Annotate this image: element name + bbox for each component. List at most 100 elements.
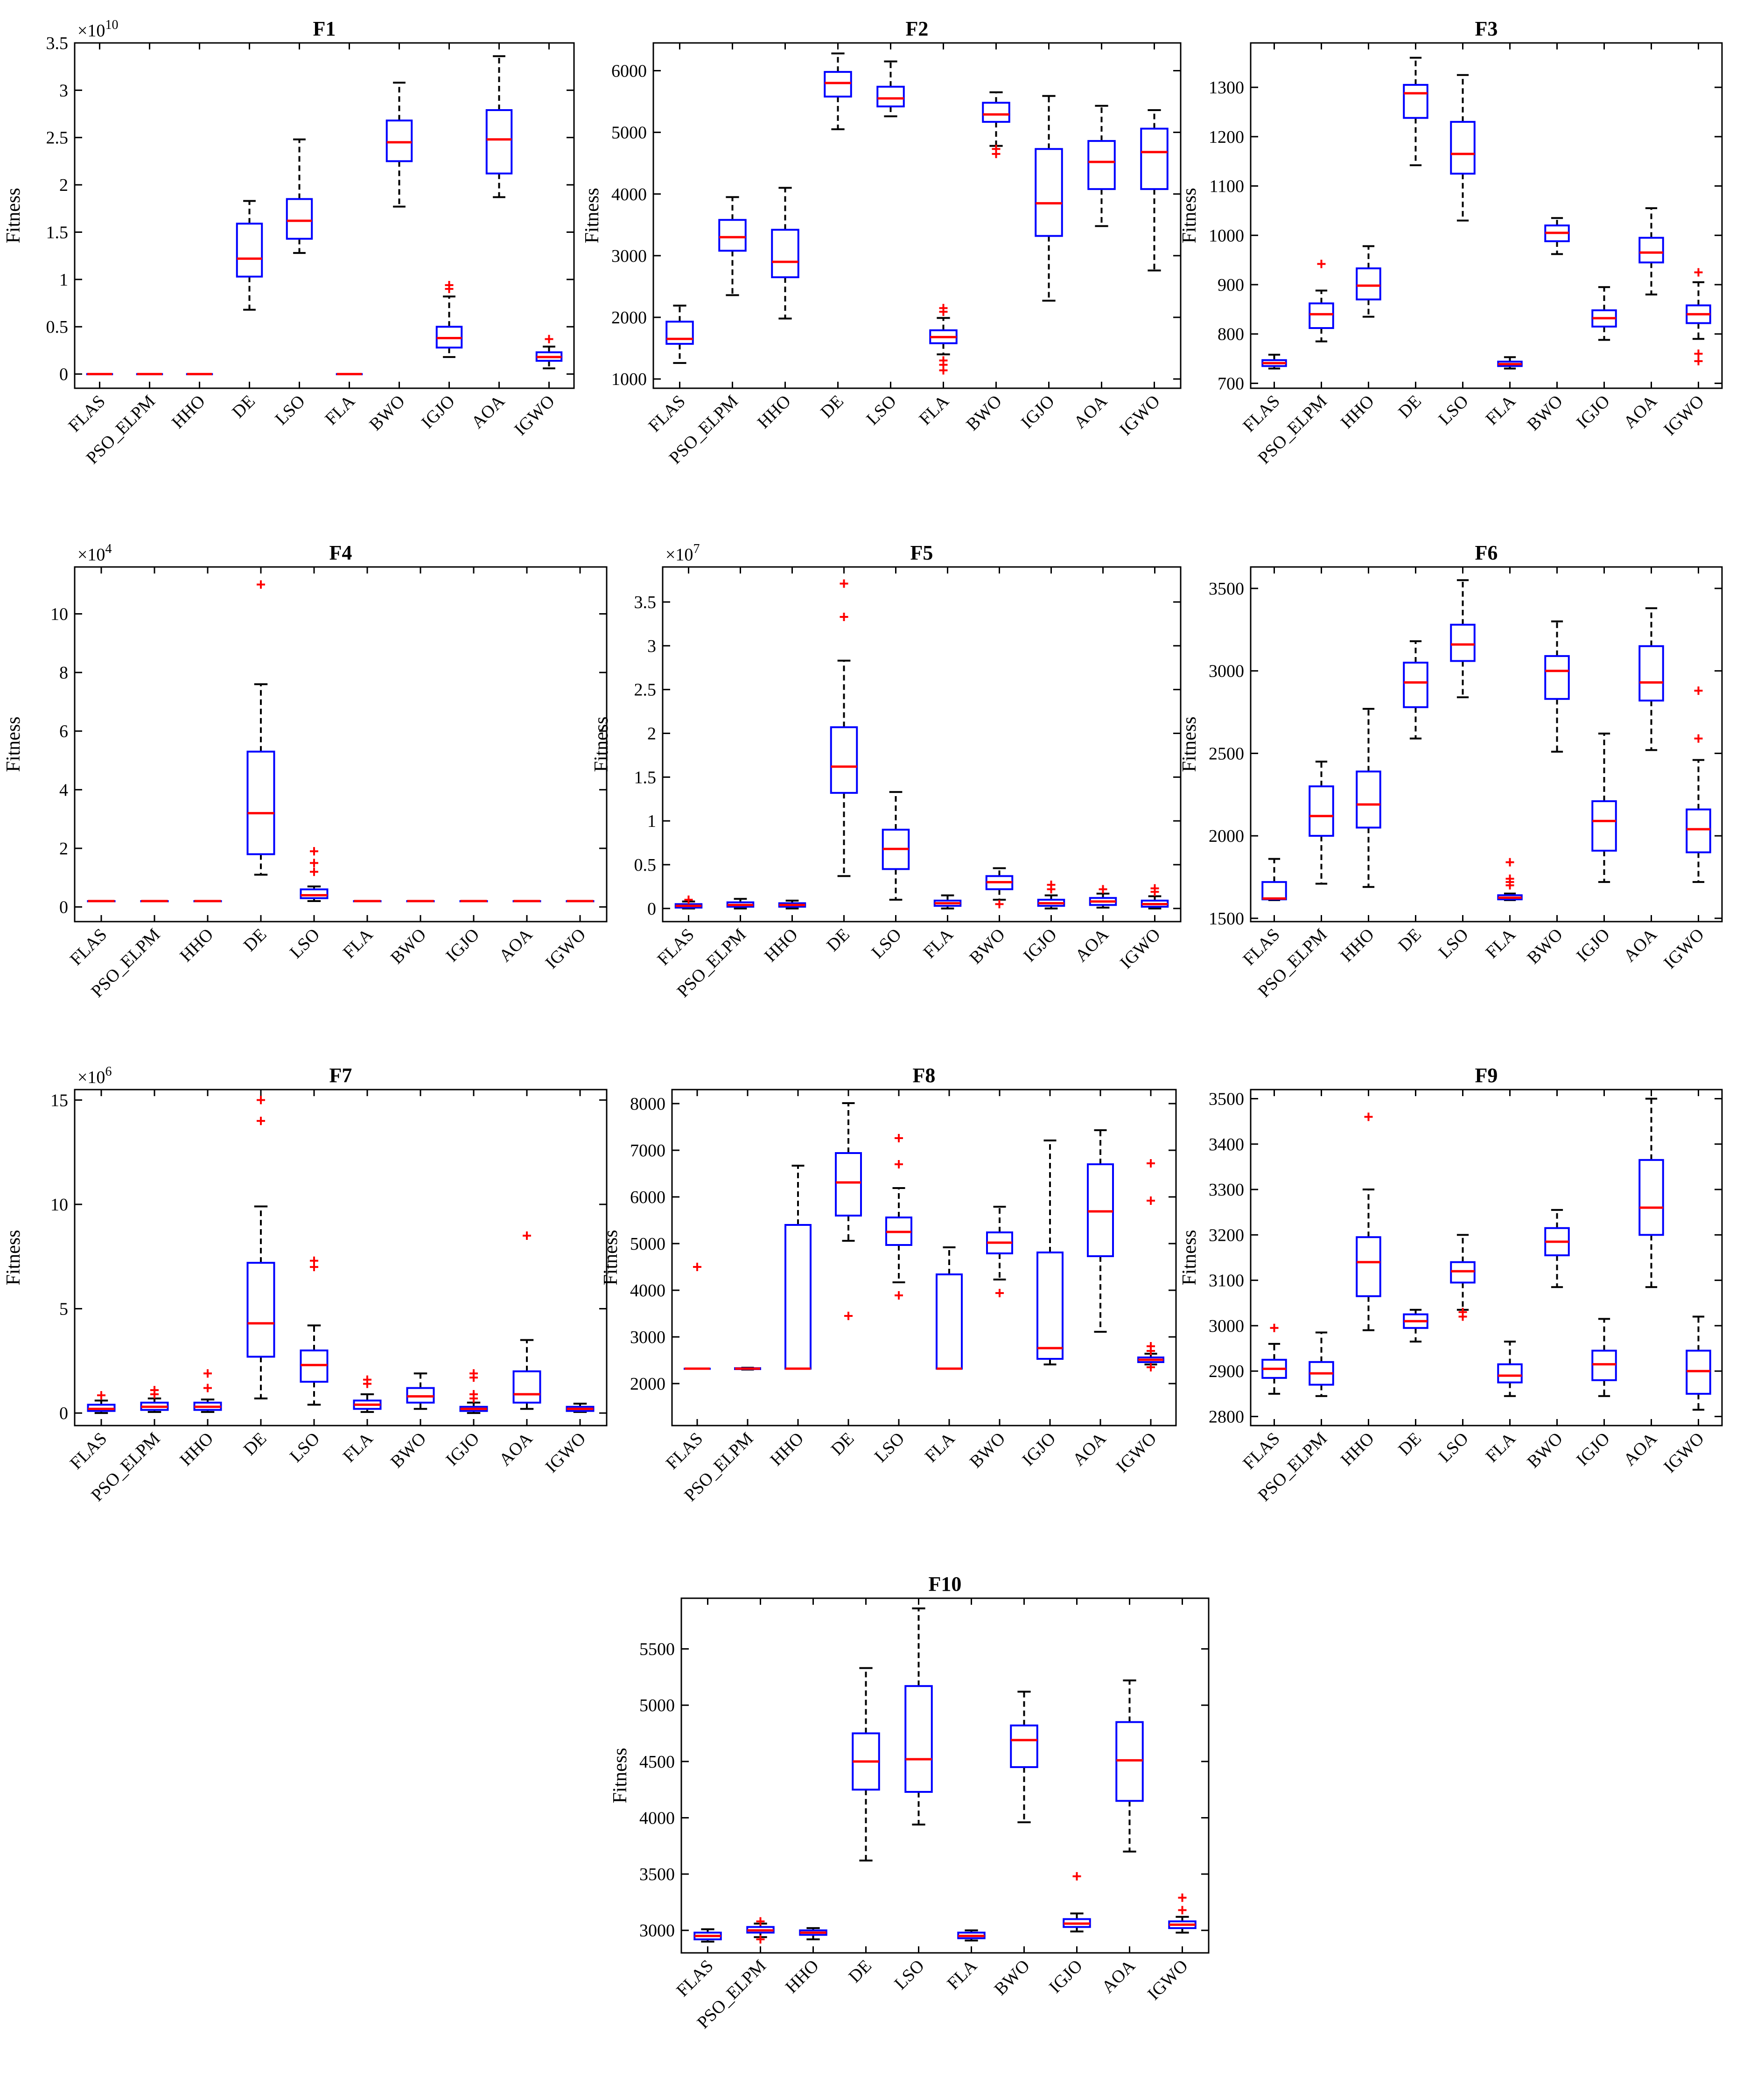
y-tick-label: 900 (1218, 275, 1244, 295)
box-lso (882, 791, 910, 901)
y-tick-label: 3100 (1209, 1271, 1244, 1291)
y-axis-label: Fitness (1179, 188, 1200, 243)
x-tick-label: LSO (862, 392, 900, 429)
exponent-base: ×10 (77, 21, 105, 41)
x-tick-label: FLAS (66, 925, 111, 969)
box-fla (929, 304, 958, 375)
x-tick-label: LSO (286, 1429, 323, 1466)
box-iqr (1140, 127, 1169, 190)
plot-frame (680, 1597, 1210, 1954)
panel-f8: F8 2000 3000 4000 5000 6000 7000 8000 Fitness FLA… (600, 1064, 1177, 1505)
outlier-marker (1270, 1323, 1279, 1332)
box-iqr (246, 750, 275, 855)
y-tick-label: 2000 (630, 1374, 665, 1394)
x-tick-label: BWO (966, 1429, 1009, 1472)
x-tick-label: FLA (915, 391, 953, 429)
box-fla (353, 900, 382, 902)
box-flas (87, 1391, 116, 1414)
box-igwo (1686, 1315, 1711, 1411)
box-lso (885, 1134, 912, 1300)
panel-title: F4 (329, 541, 352, 564)
y-tick-label: 3300 (1209, 1180, 1244, 1200)
box-igjo (1037, 881, 1065, 909)
y-tick-label: 0 (647, 899, 656, 919)
x-tick-label: FLAS (672, 1956, 717, 2000)
x-tick-label: BWO (966, 925, 1008, 968)
y-tick-label: 8 (59, 663, 68, 683)
x-tick-label: LSO (890, 1956, 928, 1993)
y-tick-label: 3000 (639, 1921, 675, 1941)
y-tick-label: 1500 (1209, 909, 1244, 929)
box-iqr (1450, 623, 1476, 662)
x-tick-label: BWO (1523, 1429, 1566, 1472)
box-iqr (1450, 121, 1476, 175)
axis-exponent: ×104 (77, 542, 112, 565)
box-pso-elpm (1309, 259, 1334, 343)
box-iqr (1087, 140, 1116, 190)
x-tick-label: IGWO (542, 1429, 590, 1477)
box-hho (1356, 245, 1381, 318)
panel-f2: F2100020003000400050006000FitnessFLASPSO… (581, 17, 1182, 468)
box-flas (1261, 858, 1287, 902)
y-tick-label: 2000 (1209, 826, 1244, 846)
box-aoa (1087, 1129, 1114, 1333)
panel-f6: F615002000250030003500FitnessFLASPSO_ELP… (1179, 541, 1723, 1001)
outlier-marker (310, 1256, 318, 1265)
y-tick-label: 4000 (639, 1808, 675, 1828)
x-tick-label: HHO (761, 925, 802, 966)
box-iqr (1356, 1236, 1381, 1297)
box-bwo (406, 900, 435, 902)
exponent-power: 4 (105, 542, 112, 556)
box-lso (300, 847, 329, 902)
box-lso (904, 1607, 933, 1825)
axis-exponent: ×1010 (77, 18, 118, 41)
box-iqr (982, 102, 1010, 123)
x-tick-label: LSO (271, 392, 308, 429)
x-tick-label: DE (823, 925, 854, 956)
x-tick-label: BWO (387, 1429, 430, 1472)
x-tick-label: BWO (1523, 392, 1566, 434)
x-tick-label: HHO (766, 1429, 807, 1470)
outlier-marker (545, 335, 553, 343)
box-bwo (1544, 620, 1570, 753)
outlier-marker (1147, 1342, 1155, 1350)
box-fla (1497, 1341, 1523, 1397)
x-tick-label: AOA (1620, 391, 1661, 432)
x-tick-label: BWO (990, 1956, 1033, 1999)
y-tick-label: 3 (59, 81, 68, 100)
x-tick-label: HHO (1337, 1429, 1378, 1470)
x-tick-label: FLA (921, 1428, 959, 1466)
plot-frame (1250, 566, 1723, 923)
y-tick-label: 1 (59, 270, 68, 290)
y-tick-label: 6000 (630, 1188, 665, 1207)
y-tick-label: 0 (59, 1404, 68, 1423)
y-tick-label: 7000 (630, 1141, 665, 1161)
box-hho (193, 900, 222, 902)
plot-frame (1250, 42, 1723, 389)
box-lso (876, 60, 905, 118)
y-tick-label: 6 (59, 722, 68, 741)
box-bwo (406, 1372, 435, 1410)
box-igwo (566, 900, 595, 902)
box-igjo (1036, 1140, 1064, 1365)
box-lso (1450, 579, 1476, 699)
box-fla (353, 1375, 382, 1413)
y-tick-label: 0 (59, 898, 68, 917)
outlier-marker (1505, 874, 1514, 883)
outlier-marker (1694, 686, 1703, 695)
outlier-marker (1505, 858, 1514, 867)
box-igwo (535, 335, 563, 370)
plot-frame (74, 42, 575, 389)
y-tick-label: 5 (59, 1300, 68, 1319)
x-tick-label: BWO (387, 925, 430, 968)
x-tick-label: DE (1394, 392, 1425, 422)
box-de (1403, 56, 1428, 167)
box-fla (336, 373, 363, 376)
y-axis-label: Fitness (600, 1230, 622, 1285)
x-tick-label: FLAS (64, 392, 109, 436)
x-tick-label: HHO (176, 925, 217, 966)
box-iqr (1356, 267, 1381, 301)
panel-f10: F10300035004000450050005500FitnessFLASPS… (609, 1573, 1210, 2033)
box-iqr (300, 888, 329, 899)
y-tick-label: 2 (647, 724, 656, 744)
